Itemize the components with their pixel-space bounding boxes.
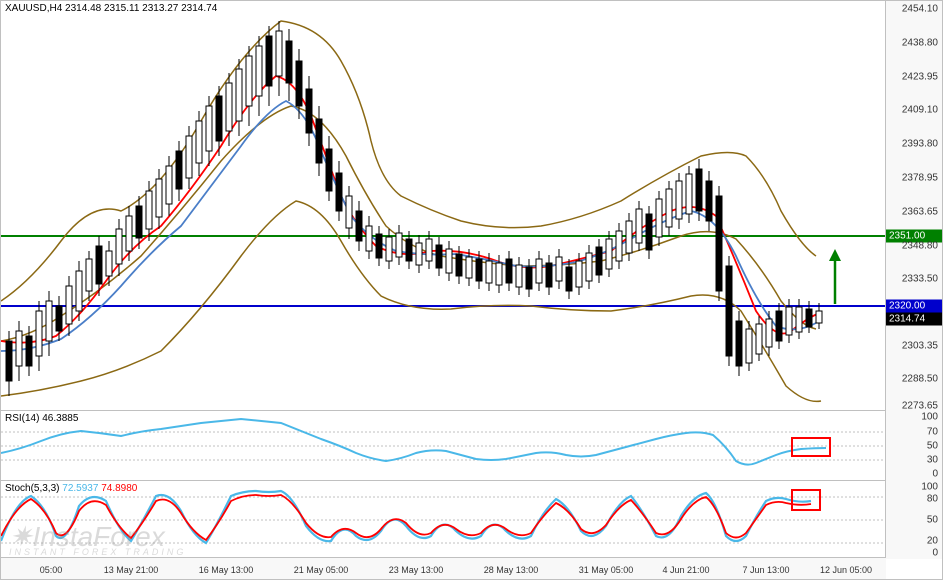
- y-tick: 2363.65: [902, 207, 938, 218]
- x-tick: 13 May 21:00: [104, 565, 159, 575]
- symbol-name: XAUUSD: [5, 3, 47, 14]
- price-svg: [1, 1, 886, 411]
- stoch-label: Stoch(5,3,3): [5, 483, 59, 494]
- x-tick: 05:00: [40, 565, 63, 575]
- x-tick: 12 Jun 05:00: [820, 565, 872, 575]
- support-tag: 2320.00: [886, 300, 942, 313]
- y-tick: 50: [927, 515, 938, 526]
- watermark-subtitle: INSTANT FOREX TRADING: [9, 547, 186, 557]
- x-tick: 31 May 05:00: [579, 565, 634, 575]
- x-tick: 16 May 13:00: [199, 565, 254, 575]
- rsi-label: RSI(14): [5, 413, 39, 424]
- y-tick: 2348.80: [902, 241, 938, 252]
- y-tick: 2303.35: [902, 341, 938, 352]
- x-tick: 7 Jun 13:00: [742, 565, 789, 575]
- ohlc-high: 2315.11: [104, 3, 139, 14]
- y-tick: 2423.95: [902, 72, 938, 83]
- y-tick: 100: [921, 482, 938, 493]
- symbol-tf: H4: [49, 3, 62, 14]
- rsi-title: RSI(14) 46.3885: [5, 413, 78, 424]
- y-tick: 2454.10: [902, 4, 938, 15]
- y-tick: 0: [932, 548, 938, 559]
- trading-chart: XAUUSD,H4 2314.48 2315.11 2313.27 2314.7…: [0, 0, 943, 580]
- price-y-axis: 2454.10 2438.80 2423.95 2409.10 2393.80 …: [885, 1, 942, 411]
- y-tick: 80: [927, 494, 938, 505]
- y-tick: 100: [921, 412, 938, 423]
- y-tick: 2333.50: [902, 274, 938, 285]
- y-tick: 2409.10: [902, 105, 938, 116]
- y-tick: 2378.95: [902, 173, 938, 184]
- x-tick: 28 May 13:00: [484, 565, 539, 575]
- y-tick: 70: [927, 427, 938, 438]
- rsi-panel[interactable]: RSI(14) 46.3885: [1, 411, 886, 481]
- stoch-k-value: 72.5937: [62, 483, 98, 494]
- ohlc-low: 2313.27: [142, 3, 178, 14]
- time-x-axis: 05:00 13 May 21:00 16 May 13:00 21 May 0…: [1, 557, 886, 579]
- symbol-title: XAUUSD,H4 2314.48 2315.11 2313.27 2314.7…: [5, 3, 217, 14]
- stoch-y-axis: 100 80 50 20 0: [885, 481, 942, 559]
- y-tick: 2288.50: [902, 374, 938, 385]
- rsi-svg: [1, 411, 886, 481]
- x-tick: 4 Jun 21:00: [662, 565, 709, 575]
- rsi-highlight-box: [791, 437, 831, 457]
- rsi-value: 46.3885: [42, 413, 78, 424]
- y-tick: 2393.80: [902, 139, 938, 150]
- x-tick: 23 May 13:00: [389, 565, 444, 575]
- stoch-highlight-box: [791, 489, 821, 511]
- x-tick: 21 May 05:00: [294, 565, 349, 575]
- y-tick: 2438.80: [902, 38, 938, 49]
- watermark: ✷InstaForex INSTANT FOREX TRADING: [9, 520, 186, 557]
- ohlc-close: 2314.74: [181, 3, 217, 14]
- y-tick: 30: [927, 455, 938, 466]
- current-price-tag: 2314.74: [886, 313, 942, 326]
- stoch-d-value: 74.8980: [101, 483, 137, 494]
- y-tick: 0: [932, 469, 938, 480]
- y-tick: 20: [927, 536, 938, 547]
- ohlc-open: 2314.48: [65, 3, 101, 14]
- rsi-y-axis: 100 70 50 30 0: [885, 411, 942, 481]
- stoch-title: Stoch(5,3,3) 72.5937 74.8980: [5, 483, 137, 494]
- y-tick: 50: [927, 441, 938, 452]
- y-tick: 2273.65: [902, 401, 938, 412]
- price-panel[interactable]: XAUUSD,H4 2314.48 2315.11 2313.27 2314.7…: [1, 1, 886, 411]
- up-arrow-annotation: [825, 249, 845, 307]
